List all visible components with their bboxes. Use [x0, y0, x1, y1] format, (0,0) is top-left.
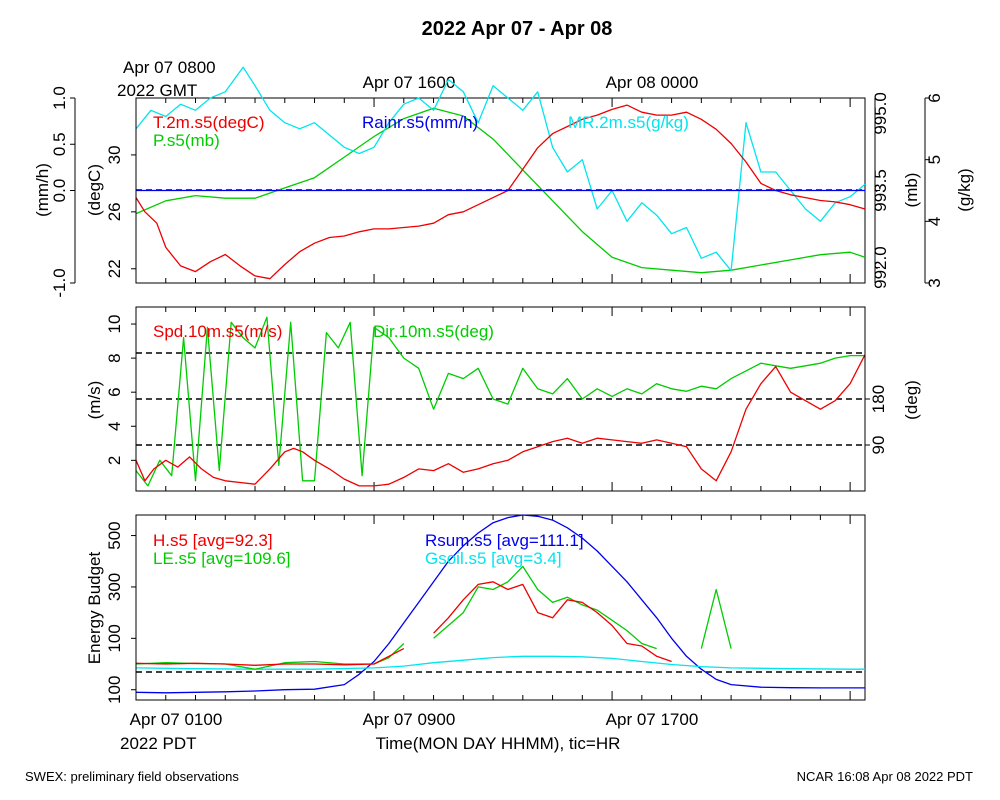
bottom-time-label: Apr 07 0900 [363, 710, 456, 729]
y-tick-label: 30 [105, 145, 124, 164]
chart-title: 2022 Apr 07 - Apr 08 [422, 18, 613, 40]
legend-rain: Rainr.s5(mm/h) [362, 113, 478, 132]
y-tick-label: 10 [105, 315, 124, 334]
y-tick-label: 300 [105, 573, 124, 601]
axis-label-gkg: (g/kg) [955, 168, 974, 211]
series-line-red [135, 354, 866, 487]
y-tick-label: 500 [105, 521, 124, 549]
panel-wind: 2 4 6 8 10 90 180 Spd.10m.s5(m/s) Dir.10m.s5(d… [85, 306, 921, 492]
series-line-blue [135, 514, 865, 694]
panel-temperature: -1.0 0.0 0.5 1.0 22 26 30 992.0 993.5 995.0 3 4 5 6 T… [33, 66, 974, 298]
y-tick-label: -1.0 [50, 268, 69, 297]
footer-right: NCAR 16:08 Apr 08 2022 PDT [797, 769, 973, 784]
x-axis-label: Time(MON DAY HHMM), tic=HR [376, 734, 621, 753]
y-tick-label: 3 [925, 278, 944, 287]
legend-temp: T.2m.s5(degC) [153, 113, 264, 132]
y-tick-label: 1.0 [50, 86, 69, 110]
y-tick-label: 26 [105, 202, 124, 221]
y-tick-label: 4 [925, 217, 944, 226]
y-tick-label: 22 [105, 259, 124, 278]
axis-label-energy: Energy Budget [85, 551, 104, 664]
legend-latent-heat: LE.s5 [avg=109.6] [153, 549, 291, 568]
y-tick-label: 992.0 [871, 246, 890, 289]
panel-energy: 100 100 300 500 H.s5 [avg=92.3] LE.s5 [avg=… [85, 514, 866, 704]
y-tick-label: 993.5 [871, 169, 890, 212]
y-tick-label: 6 [105, 387, 124, 396]
y-tick-label: 100 [105, 676, 124, 704]
legend-mixing-ratio: MR.2m.s5(g/kg) [568, 113, 689, 132]
axis-label-degc: (degC) [85, 164, 104, 216]
legend-sensible-heat: H.s5 [avg=92.3] [153, 531, 273, 550]
series-line-red [135, 104, 866, 280]
bottom-time-label: Apr 07 0100 [130, 710, 223, 729]
axis-label-mb: (mb) [902, 173, 921, 208]
legend-gsoil: Gsoil.s5 [avg=3.4] [425, 549, 562, 568]
axis-label-mmh: (mm/h) [33, 163, 52, 217]
legend-speed: Spd.10m.s5(m/s) [153, 322, 282, 341]
series-line-cyan [135, 66, 866, 272]
y-tick-label: 8 [105, 353, 124, 362]
legend-direction: Dir.10m.s5(deg) [373, 322, 494, 341]
bottom-time-label: Apr 07 1700 [606, 710, 699, 729]
y-tick-label: 4 [105, 422, 124, 431]
top-time-sublabel: 2022 GMT [117, 81, 197, 100]
y-tick-label: 90 [869, 436, 888, 455]
y-tick-label: 2 [105, 456, 124, 465]
series-line-red [135, 581, 672, 666]
y-tick-label: 995.0 [871, 92, 890, 135]
y-tick-label: 0.5 [50, 132, 69, 156]
legend-rsum: Rsum.s5 [avg=111.1] [425, 531, 584, 550]
y-tick-label: 0.0 [50, 179, 69, 203]
top-time-label: Apr 07 0800 [123, 58, 216, 77]
y-tick-label: 5 [925, 155, 944, 164]
y-tick-label: 100 [105, 624, 124, 652]
footer-left: SWEX: preliminary field observations [25, 769, 239, 784]
top-time-label: Apr 08 0000 [606, 73, 699, 92]
bottom-time-sublabel: 2022 PDT [120, 734, 197, 753]
legend-pressure: P.s5(mb) [153, 131, 220, 150]
y-tick-label: 6 [925, 93, 944, 102]
top-time-label: Apr 07 1600 [363, 73, 456, 92]
axis-label-deg: (deg) [902, 380, 921, 420]
series-line-cyan [135, 655, 865, 670]
series-line-green [135, 316, 865, 487]
axis-label-ms: (m/s) [85, 381, 104, 420]
series-line-green [135, 107, 866, 274]
y-tick-label: 180 [869, 385, 888, 413]
